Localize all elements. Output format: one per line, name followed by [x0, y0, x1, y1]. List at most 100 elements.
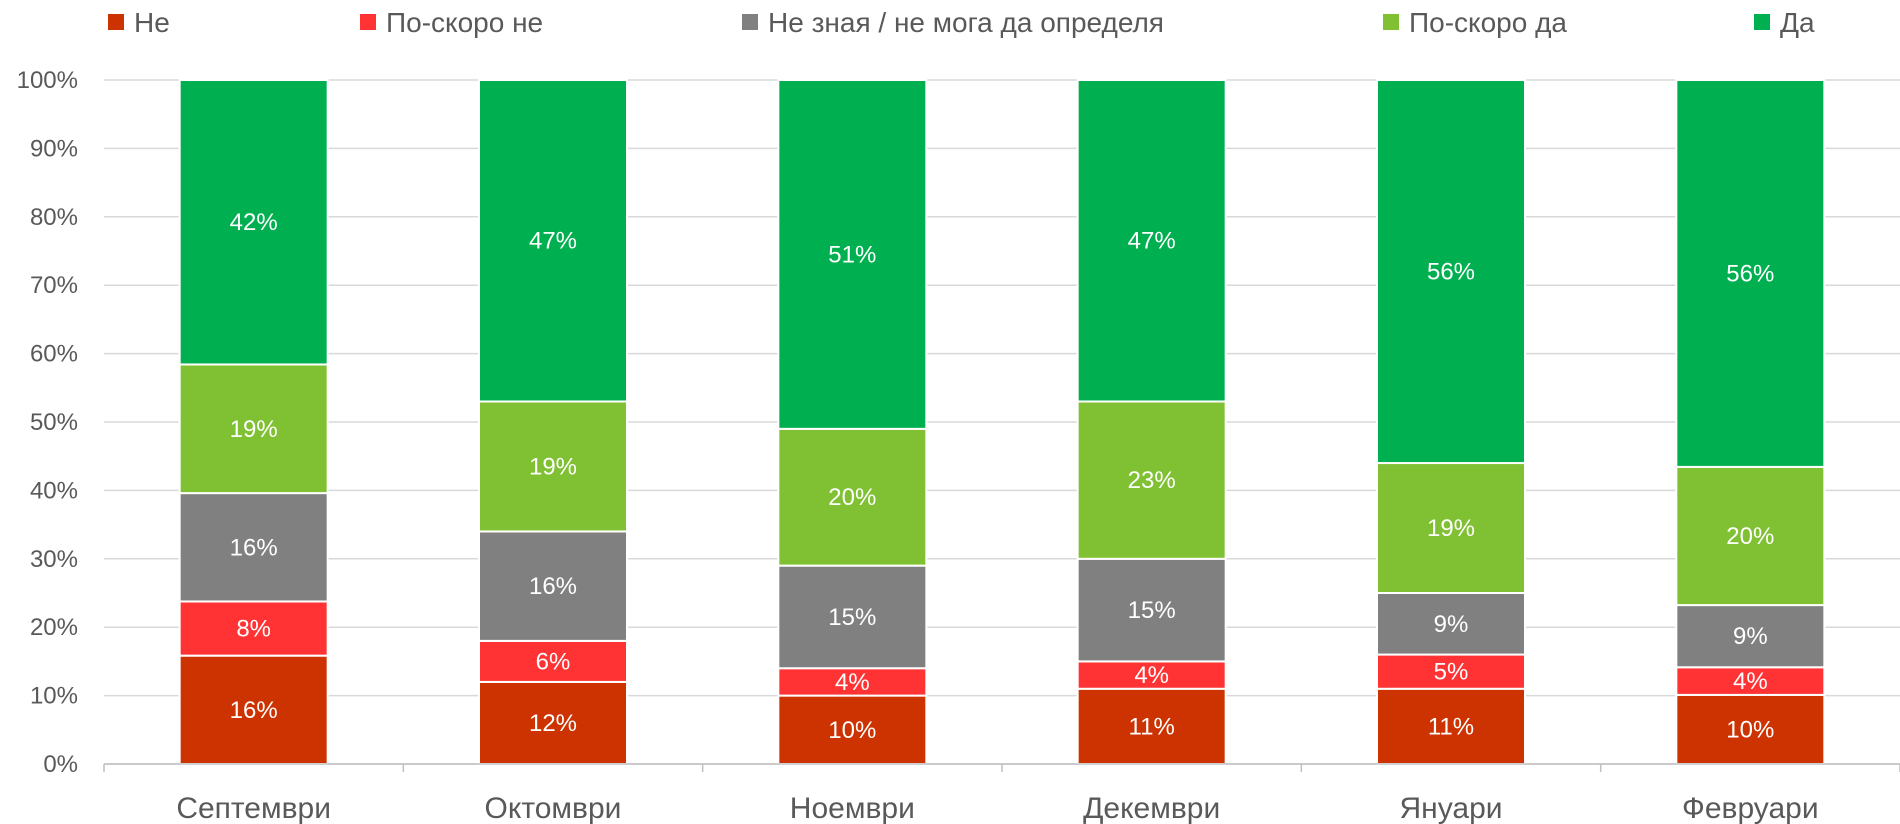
y-tick-label: 40% [30, 477, 78, 504]
data-label: 16% [230, 697, 278, 724]
bar-segment [1076, 557, 1227, 663]
data-label: 15% [828, 604, 876, 631]
bar-segment [1675, 693, 1826, 766]
legend: Не По-скоро не Не зная / не мога да опреде… [108, 7, 1815, 38]
data-label: 16% [529, 573, 577, 600]
y-tick-label: 60% [30, 341, 78, 368]
data-label: 4% [835, 669, 870, 696]
bar-segment [178, 363, 329, 495]
data-label: 51% [828, 241, 876, 268]
y-tick-label: 50% [30, 409, 78, 436]
y-tick-label: 30% [30, 546, 78, 573]
y-tick-label: 0% [43, 751, 78, 778]
bar-segment [777, 79, 928, 430]
x-category-label: Февруари [1682, 792, 1819, 824]
data-label: 4% [1134, 662, 1169, 689]
bar-segment [1675, 465, 1826, 607]
bar-segment [1076, 687, 1227, 766]
legend-swatch [742, 14, 758, 30]
data-label: 6% [536, 648, 571, 675]
legend-swatch [360, 14, 376, 30]
x-axis: Септември Октомври Ноември Декември Януари Фе… [103, 763, 1900, 824]
bar-stack: 11% 4% 15% 23% 47% [1076, 79, 1227, 766]
data-label: 11% [1129, 713, 1175, 740]
legend-item: По-скоро да [1383, 7, 1567, 38]
data-label: 4% [1733, 668, 1768, 695]
bar-segment [478, 530, 628, 642]
bar-stack: 12% 6% 16% 19% 47% [478, 79, 628, 765]
data-label: 10% [1726, 716, 1774, 743]
bar-segment [1376, 79, 1526, 465]
data-label: 8% [236, 616, 271, 643]
bar-stack: 16% 8% 16% 19% 42% [178, 79, 329, 765]
bar-segment [1675, 79, 1826, 468]
data-label: 19% [1427, 515, 1475, 542]
legend-item: По-скоро не [360, 7, 543, 38]
legend-label: Не зная / не мога да определя [768, 7, 1164, 38]
bar-segment [1376, 462, 1526, 595]
bar-segment [1376, 592, 1526, 656]
bar-segment [478, 639, 628, 683]
legend-label: Не [134, 7, 170, 38]
bar-stack: 10% 4% 9% 20% 56% [1675, 79, 1826, 766]
legend-label: По-скоро да [1409, 7, 1567, 38]
y-tick-label: 80% [30, 204, 78, 231]
data-label: 5% [1434, 659, 1469, 686]
data-label: 19% [529, 453, 577, 480]
bar-segment [478, 400, 628, 533]
legend-item: Да [1754, 7, 1815, 38]
y-tick-label: 10% [30, 683, 78, 710]
y-tick-label: 100% [17, 67, 78, 94]
bar-segment [178, 600, 329, 657]
y-tick-label: 90% [30, 135, 78, 162]
data-label: 42% [230, 209, 278, 236]
legend-swatch [1383, 14, 1399, 30]
bar-segment [777, 694, 928, 765]
data-label: 19% [230, 416, 278, 443]
bar-stack: 10% 4% 15% 20% 51% [777, 79, 928, 765]
gridlines [104, 79, 1900, 765]
bar-segment [1076, 400, 1227, 560]
y-tick-label: 70% [30, 272, 78, 299]
bar-stack: 11% 5% 9% 19% 56% [1376, 79, 1526, 766]
data-label: 23% [1128, 467, 1176, 494]
x-category-label: Декември [1083, 792, 1220, 824]
bar-segment [178, 654, 329, 765]
bar-segment [777, 427, 928, 567]
bar-segment [1376, 653, 1526, 690]
data-label: 15% [1128, 597, 1176, 624]
bar-segment [178, 79, 329, 366]
data-label: 9% [1434, 611, 1469, 638]
x-category-label: Октомври [485, 792, 622, 824]
data-label: 47% [1128, 228, 1176, 255]
bar-segment [178, 492, 329, 603]
legend-swatch [1754, 14, 1770, 30]
bar-segment [478, 680, 628, 765]
legend-item: Не [108, 7, 170, 38]
bars: 16% 8% 16% 19% 42% 12% 6% 16% 19% 47% 10% 4% 15% 20% 5… [178, 79, 1826, 766]
data-label: 12% [529, 710, 577, 737]
data-label: 11% [1428, 713, 1474, 740]
bar-segment [1675, 604, 1826, 669]
legend-label: По-скоро не [386, 7, 543, 38]
x-category-label: Ноември [790, 792, 915, 824]
x-category-label: Януари [1399, 792, 1502, 824]
data-label: 20% [1726, 523, 1774, 550]
data-label: 56% [1726, 260, 1774, 287]
data-label: 16% [230, 534, 278, 561]
legend-item: Не зная / не мога да определя [742, 7, 1164, 38]
x-category-label: Септември [176, 792, 331, 824]
bar-segment [1076, 79, 1227, 403]
y-axis: 0% 10% 20% 30% 40% 50% 60% 70% 80% 90% 100% [17, 67, 78, 778]
bar-segment [478, 79, 628, 403]
data-label: 47% [529, 228, 577, 255]
data-label: 56% [1427, 259, 1475, 286]
data-label: 9% [1733, 623, 1768, 650]
bar-segment [1076, 660, 1227, 690]
legend-label: Да [1780, 7, 1815, 38]
data-label: 10% [828, 717, 876, 744]
legend-swatch [108, 14, 124, 30]
y-tick-label: 20% [30, 614, 78, 641]
data-label: 20% [828, 484, 876, 511]
